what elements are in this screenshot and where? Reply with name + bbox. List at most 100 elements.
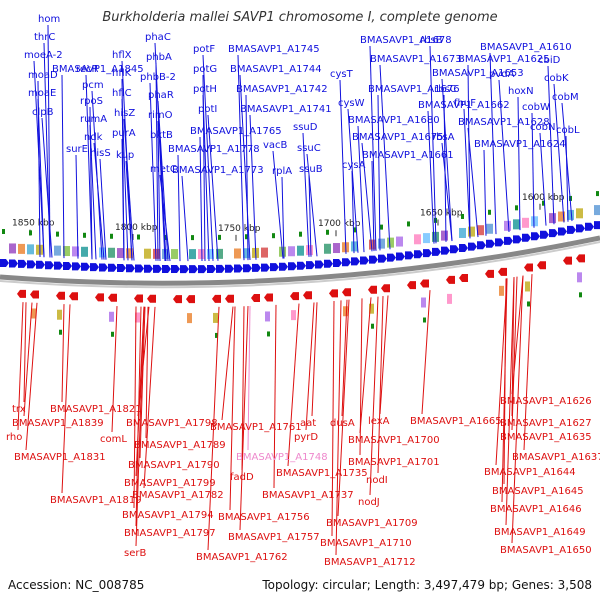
reverse-gene-label: nodI [366,475,388,486]
reverse-label-line [359,298,363,456]
forward-gene-label: BMASAVP1_A1678 [360,35,452,46]
forward-gene-arrow [441,246,450,255]
forward-gene-label: BMASAVP1_A1745 [228,44,320,55]
forward-gene-arrow [369,255,378,264]
reverse-label-line [287,303,300,467]
top-label-layer: homthrCmoeA-2moaDmoaEclpBBMASAVP1_A1845r… [24,14,580,177]
forward-gene-arrow [9,259,18,268]
reverse-gene-label: BMASAVP1_A1789 [134,440,226,451]
reverse-gene-arrow [342,288,351,297]
forward-gene-arrow [153,264,162,273]
gene-feature-block [81,246,88,257]
reverse-label-line [241,306,245,471]
forward-gene-label: pcm [82,80,104,91]
forward-label-line [429,45,437,244]
feature-marker [423,317,426,323]
forward-gene-arrow [171,265,180,274]
forward-gene-arrow [207,264,216,273]
forward-label-line [377,94,381,251]
forward-gene-arrow [306,261,315,270]
reverse-gene-label: BMASAVP1_A1644 [484,467,576,478]
forward-gene-label: moaD [28,70,58,81]
feature-marker [111,331,114,337]
forward-gene-arrow [513,235,522,244]
forward-gene-label: recR [76,64,99,75]
gene-feature-block [72,246,79,257]
gene-feature-block [369,303,374,314]
forward-gene-label: cobK [544,73,569,84]
forward-label-line [149,82,157,261]
reverse-label-line [25,302,38,451]
reverse-label-line [111,306,118,433]
gene-feature-block [459,227,466,238]
feature-marker [137,234,140,240]
forward-gene-arrow [585,222,594,231]
reverse-label-line [341,299,348,417]
feature-marker [542,200,545,206]
forward-gene-label: rplA [272,166,292,177]
reverse-gene-label: BMASAVP1_A1821 [50,404,142,415]
forward-gene-label: phbA [146,52,172,63]
forward-label-line [199,136,203,262]
reverse-gene-arrow [147,294,156,303]
forward-gene-arrow [243,264,252,273]
reverse-label-line [359,297,372,434]
gene-feature-block [378,238,385,249]
reverse-label-line [229,306,236,511]
reverse-gene-arrow [225,294,234,303]
forward-gene-label: BMASAVP1_A1773 [172,165,264,176]
forward-gene-arrow [108,263,117,272]
forward-gene-arrow [18,259,27,268]
gene-feature-block [324,243,331,254]
gene-feature-block [577,272,582,283]
tick-layer: 1850 kbp 1800 kbp 1750 kbp 1700 kbp 1650 kbp… [12,193,565,241]
gene-feature-block [187,313,192,324]
forward-gene-arrow [72,262,81,271]
forward-label-line [41,117,53,258]
forward-gene-label: BMASAVP1_A1765 [190,126,282,137]
gene-feature-block [213,312,218,323]
reverse-gene-label: BMASAVP1_A1819 [50,495,142,506]
forward-gene-arrow [378,254,387,263]
forward-gene-label: BMASAVP1_A1673 [370,54,462,65]
forward-gene-label: BMASAVP1_A1742 [236,84,328,95]
feature-marker [164,234,167,240]
forward-gene-label: BMASAVP1_A1624 [474,139,566,150]
gene-feature-block [261,247,268,258]
reverse-label-line [239,306,249,531]
forward-label-line [441,142,453,242]
forward-gene-arrow [531,232,540,241]
forward-gene-arrow [351,257,360,266]
forward-gene-label: cobM [552,92,579,103]
forward-gene-arrow [558,227,567,236]
forward-gene-arrow [504,236,513,245]
reverse-gene-label: BMASAVP1_A1710 [320,538,412,549]
forward-gene-arrow [333,259,342,268]
reverse-gene-arrow [108,293,117,302]
reverse-label-line [501,278,508,503]
reverse-label-line [335,300,342,556]
feature-marker [218,234,221,240]
reverse-label-line [143,306,156,489]
reverse-label-line [207,306,220,551]
gene-feature-block [477,225,484,236]
reverse-label-line [221,306,234,421]
forward-label-line [121,98,129,261]
reverse-gene-arrow [95,293,104,302]
forward-gene-label: thrC [34,32,55,43]
gene-feature-block [525,281,530,292]
gene-feature-block [421,297,426,308]
gene-feature-block [144,248,151,259]
forward-gene-label: ndk [84,132,103,143]
forward-label-line [177,154,181,262]
forward-gene-arrow [270,263,279,272]
forward-label-line [547,65,555,225]
gene-feature-block [216,248,223,259]
forward-gene-label: clpB [32,107,54,118]
gene-feature-block [135,312,140,323]
gene-feature-block [288,246,295,257]
feature-marker [326,229,329,235]
forward-label-line [281,176,285,259]
reverse-label-line [305,302,315,431]
forward-label-line [379,64,391,250]
